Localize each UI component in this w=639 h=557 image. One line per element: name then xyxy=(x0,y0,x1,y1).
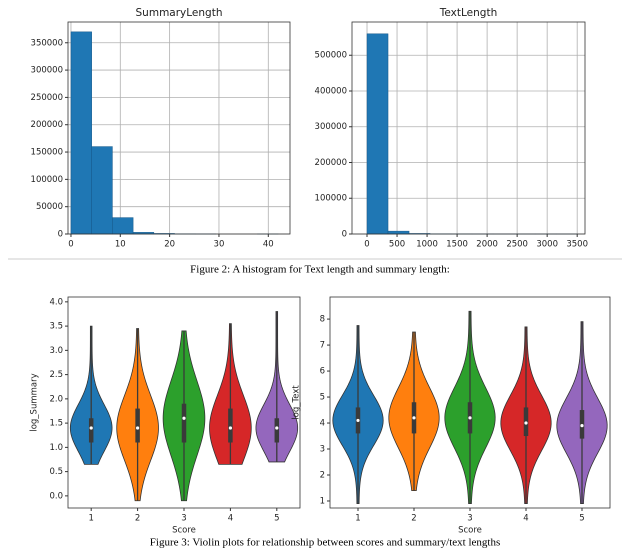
y-tick-label: 3 xyxy=(320,445,325,455)
y-tick-label: 1.5 xyxy=(49,419,63,429)
y-tick-label: 200000 xyxy=(315,158,347,168)
y-tick-label: 150000 xyxy=(31,148,63,158)
y-tick-label: 250000 xyxy=(31,93,63,103)
y-tick-label: 3.0 xyxy=(49,346,63,356)
y-tick-label: 1.0 xyxy=(49,443,63,453)
y-tick-label: 0 xyxy=(58,230,63,240)
x-tick-label: 40 xyxy=(263,240,274,250)
x-tick-label: 4 xyxy=(523,514,528,524)
x-tick-label: 0 xyxy=(68,240,73,250)
violin-median xyxy=(182,416,186,420)
axes-frame xyxy=(67,21,291,235)
y-tick-label: 200000 xyxy=(31,120,63,130)
x-tick-label: 30 xyxy=(214,240,225,250)
x-tick-label: 3000 xyxy=(536,240,558,250)
y-axis-label: log_Text xyxy=(292,385,302,420)
x-tick-label: 2 xyxy=(411,514,416,524)
histogram-bar xyxy=(387,230,410,235)
y-tick-label: 100000 xyxy=(31,175,63,185)
y-tick-label: 50000 xyxy=(36,202,63,212)
y-tick-label: 100000 xyxy=(315,194,347,204)
histogram-bar xyxy=(366,33,389,235)
y-tick-label: 7 xyxy=(320,341,325,351)
x-tick-label: 3 xyxy=(181,514,186,524)
y-tick-label: 400000 xyxy=(315,86,347,96)
x-tick-label: 2000 xyxy=(476,240,498,250)
y-axis-label: log_Summary xyxy=(30,373,40,431)
violin-median xyxy=(228,426,232,430)
x-axis-label: Score xyxy=(458,526,482,536)
x-tick-label: 1500 xyxy=(446,240,468,250)
histogram-bar xyxy=(112,217,134,235)
y-tick-label: 2 xyxy=(320,470,325,480)
violin-median xyxy=(468,416,472,420)
y-tick-label: 1 xyxy=(320,496,325,506)
figure-caption: Figure 2: A histogram for Text length an… xyxy=(190,264,450,276)
histogram-bar xyxy=(91,146,113,235)
axes-frame xyxy=(329,296,611,509)
x-tick-label: 4 xyxy=(228,514,233,524)
y-tick-label: 2.0 xyxy=(49,394,63,404)
x-axis-label: Score xyxy=(172,526,196,536)
violin-median xyxy=(89,426,93,430)
y-tick-label: 0.5 xyxy=(49,467,63,477)
violin-median xyxy=(412,416,416,420)
violin-median xyxy=(136,426,140,430)
x-tick-label: 2 xyxy=(135,514,140,524)
violin-median xyxy=(580,424,584,428)
y-tick-label: 4 xyxy=(320,419,325,429)
x-tick-label: 5 xyxy=(579,514,584,524)
y-tick-label: 5 xyxy=(320,393,325,403)
x-tick-label: 1000 xyxy=(416,240,438,250)
violin-median xyxy=(356,418,360,423)
x-tick-label: 3 xyxy=(467,514,472,524)
y-tick-label: 0 xyxy=(342,230,347,240)
figure-caption: Figure 3: Violin plots for relationship … xyxy=(150,537,500,549)
x-tick-label: 2500 xyxy=(506,240,528,250)
y-tick-label: 4.0 xyxy=(49,297,63,307)
x-tick-label: 1 xyxy=(88,514,93,524)
x-tick-label: 5 xyxy=(274,514,279,524)
x-tick-label: 0 xyxy=(364,240,369,250)
y-tick-label: 500000 xyxy=(315,51,347,61)
histogram-bar xyxy=(70,31,92,235)
x-tick-label: 10 xyxy=(115,240,126,250)
y-tick-label: 300000 xyxy=(315,122,347,132)
violin-median xyxy=(275,426,279,430)
y-tick-label: 3.5 xyxy=(49,322,63,332)
x-tick-label: 1 xyxy=(355,514,360,524)
y-tick-label: 0.0 xyxy=(49,491,63,501)
y-tick-label: 300000 xyxy=(31,66,63,76)
y-tick-label: 2.5 xyxy=(49,370,63,380)
chart-title: SummaryLength xyxy=(136,7,223,19)
x-tick-label: 500 xyxy=(389,240,405,250)
axes-frame xyxy=(67,296,301,509)
y-tick-label: 350000 xyxy=(31,38,63,48)
y-tick-label: 6 xyxy=(320,367,325,377)
violin-median xyxy=(524,421,528,425)
axes-frame xyxy=(351,21,586,235)
y-tick-label: 8 xyxy=(320,315,325,325)
x-tick-label: 20 xyxy=(164,240,175,250)
x-tick-label: 3500 xyxy=(566,240,588,250)
chart-title: TextLength xyxy=(439,7,497,19)
